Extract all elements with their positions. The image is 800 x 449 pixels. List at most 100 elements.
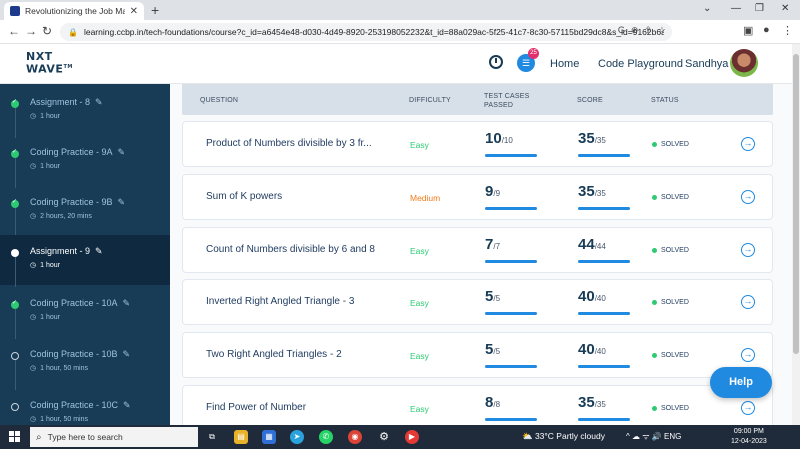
edit-pencil-icon[interactable]: ✎	[95, 246, 103, 256]
question-title[interactable]: Inverted Right Angled Triangle - 3	[206, 296, 355, 307]
arrow-right-circle-icon[interactable]: →	[741, 348, 755, 362]
url-field[interactable]: 🔒 learning.ccbp.in/tech-foundations/cour…	[60, 23, 672, 41]
arrow-right-circle-icon[interactable]: →	[741, 190, 755, 204]
menu-icon[interactable]: ⋮	[782, 25, 793, 37]
restore-icon[interactable]: ❐	[755, 3, 764, 14]
close-tab-icon[interactable]: ✕	[129, 5, 138, 17]
new-tab-icon[interactable]: +	[151, 2, 160, 18]
forward-icon[interactable]: →	[25, 24, 37, 38]
score-progress-bar	[578, 312, 630, 315]
tray-chevron-icon[interactable]: ^	[626, 432, 630, 441]
table-row[interactable]: Count of Numbers divisible by 6 and 8 Ea…	[182, 227, 773, 273]
edit-pencil-icon[interactable]: ✎	[122, 349, 131, 359]
status-dot-icon	[652, 194, 657, 200]
sidebar-item-duration: 1 hour, 50 mins	[40, 416, 88, 423]
question-title[interactable]: Two Right Angled Triangles - 2	[206, 349, 342, 360]
reload-icon[interactable]: ↻	[42, 24, 53, 38]
page-scrollbar[interactable]	[792, 44, 800, 425]
bookmark-star-icon[interactable]: ☆	[657, 25, 666, 35]
edit-pencil-icon[interactable]: ✎	[117, 197, 126, 207]
sidebar-item-assignment-8[interactable]: Assignment - 8 ✎ ◷1 hour	[0, 86, 170, 138]
sidebar-item-coding-practice-10c[interactable]: Coding Practice - 10C ✎ ◷ 1 hour, 50 mins	[0, 389, 170, 425]
table-row[interactable]: Two Right Angled Triangles - 2 Easy 5/5 …	[182, 332, 773, 378]
sidebar-item-coding-practice-10b[interactable]: Coding Practice - 10B ✎ ◷ 1 hour, 50 mins	[0, 338, 170, 390]
table-row[interactable]: Inverted Right Angled Triangle - 3 Easy …	[182, 279, 773, 325]
media-player-icon[interactable]: ▶	[405, 430, 419, 444]
test-cases-passed: 8/8	[485, 394, 500, 411]
store-icon[interactable]: ▦	[262, 430, 276, 444]
arrow-right-circle-icon[interactable]: →	[741, 295, 755, 309]
windows-start-icon[interactable]	[9, 431, 20, 442]
test-cases-progress-bar	[485, 365, 537, 368]
question-title[interactable]: Product of Numbers divisible by 3 fr...	[206, 138, 372, 149]
install-icon[interactable]: ⊕	[630, 25, 639, 35]
taskbar-clock[interactable]: 09:00 PM 12-04-2023	[731, 427, 767, 447]
favicon-icon	[10, 6, 20, 16]
file-explorer-icon[interactable]: ▤	[234, 430, 248, 444]
test-cases-progress-bar	[485, 154, 537, 157]
arrow-right-circle-icon[interactable]: →	[741, 137, 755, 151]
table-row[interactable]: Find Power of Number Easy 8/8 35/35 SOLV…	[182, 385, 773, 425]
scrollbar-thumb[interactable]	[793, 54, 799, 354]
nav-code-playground-link[interactable]: Code Playground	[598, 58, 684, 70]
score-value: 35	[578, 394, 595, 411]
tray-volume-icon[interactable]: 🔊	[651, 432, 662, 441]
edit-pencil-icon[interactable]: ✎	[123, 400, 131, 410]
check-circle-icon	[11, 98, 19, 108]
empty-circle-icon	[11, 352, 19, 360]
sidepanel-icon[interactable]: ▣	[743, 25, 754, 37]
sidebar-item-coding-practice-9a[interactable]: Coding Practice - 9A ✎ ◷1 hour	[0, 136, 170, 188]
nxtwave-logo[interactable]: NXT WAVETM	[26, 51, 73, 75]
task-view-icon[interactable]: ⧉	[209, 432, 215, 441]
arrow-right-circle-icon[interactable]: →	[741, 401, 755, 415]
nav-home-link[interactable]: Home	[550, 58, 580, 70]
logo-tm: TM	[63, 64, 73, 70]
score-total-value: /40	[594, 347, 606, 356]
taskbar-search-field[interactable]: ⌕ Type here to search	[30, 427, 198, 447]
test-cases-passed: 7/7	[485, 236, 500, 253]
close-window-icon[interactable]: ✕	[781, 3, 790, 14]
question-title[interactable]: Find Power of Number	[206, 402, 307, 413]
timeline-line	[15, 309, 16, 339]
stopwatch-icon[interactable]	[489, 55, 503, 69]
back-icon[interactable]: ←	[8, 24, 20, 38]
tray-wifi-icon[interactable]: ᯤ	[642, 432, 650, 441]
arrow-right-circle-icon[interactable]: →	[741, 243, 755, 257]
table-row[interactable]: Product of Numbers divisible by 3 fr... …	[182, 121, 773, 167]
chrome-icon[interactable]: ◉	[348, 430, 362, 444]
notification-badge: 25	[528, 48, 539, 59]
question-title[interactable]: Sum of K powers	[206, 191, 283, 202]
edit-pencil-icon[interactable]: ✎	[117, 147, 126, 157]
whatsapp-icon[interactable]: ✆	[319, 430, 333, 444]
google-icon[interactable]: G	[617, 25, 625, 35]
question-title[interactable]: Count of Numbers divisible by 6 and 8	[206, 244, 375, 255]
chevron-down-icon[interactable]: ⌄	[703, 3, 712, 14]
tab-title: Revolutionizing the Job Market |	[25, 6, 125, 16]
telegram-icon[interactable]: ➤	[290, 430, 304, 444]
table-row[interactable]: Sum of K powers Medium 9/9 35/35 SOLVED …	[182, 174, 773, 220]
search-icon: ⌕	[36, 431, 42, 443]
clock-icon: ◷	[30, 113, 37, 120]
clock-icon: ◷	[30, 365, 37, 372]
language-indicator[interactable]: ENG	[663, 432, 682, 441]
edit-pencil-icon[interactable]: ✎	[95, 97, 103, 107]
profile-icon[interactable]: ●	[763, 24, 770, 36]
edit-pencil-icon[interactable]: ✎	[122, 298, 131, 308]
minimize-icon[interactable]: —	[731, 3, 741, 14]
sidebar-item-assignment-9[interactable]: Assignment - 9 ✎ ◷ 1 hour	[0, 235, 170, 287]
avatar[interactable]	[730, 49, 758, 77]
timeline-line	[15, 360, 16, 390]
sidebar-item-coding-practice-10a[interactable]: Coding Practice - 10A ✎ ◷1 hour	[0, 287, 170, 339]
share-icon[interactable]: ⇪	[644, 25, 652, 35]
system-tray[interactable]: ^ ☁ ᯤ 🔊 ENG	[626, 431, 681, 442]
tray-cloud-icon[interactable]: ☁	[632, 432, 640, 441]
settings-gear-icon[interactable]: ⚙	[379, 431, 389, 443]
help-button[interactable]: Help	[710, 367, 772, 398]
weather-widget[interactable]: ⛅ 33°C Partly cloudy	[522, 431, 605, 442]
browser-tab[interactable]: Revolutionizing the Job Market | ✕	[4, 2, 144, 20]
user-name[interactable]: Sandhya	[685, 58, 729, 70]
sidebar-item-coding-practice-9b[interactable]: Coding Practice - 9B ✎ ◷2 hours, 20 mins	[0, 186, 170, 238]
test-cases-passed: 5/5	[485, 288, 500, 305]
tc-passed-value: 5	[485, 288, 494, 305]
score-progress-bar	[578, 365, 630, 368]
